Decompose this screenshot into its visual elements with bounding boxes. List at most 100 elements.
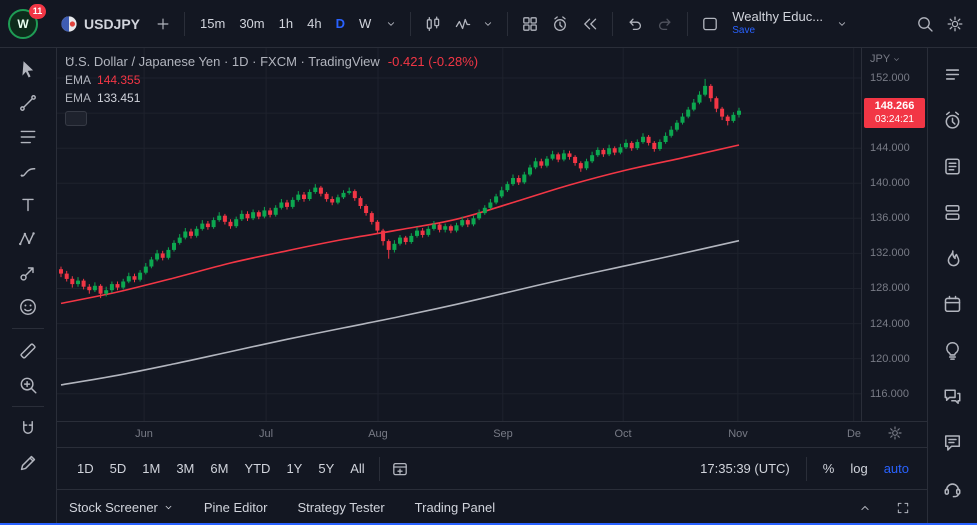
go-to-date-icon[interactable]: [386, 455, 414, 483]
news-panel-button[interactable]: [934, 148, 972, 184]
ruler-tool[interactable]: [8, 334, 48, 367]
edit-icon: [18, 453, 38, 473]
alerts-panel-button[interactable]: [934, 102, 972, 138]
range-1m[interactable]: 1M: [134, 456, 168, 481]
tab-strategy-tester[interactable]: Strategy Tester: [297, 494, 384, 521]
object-tree-panel-button[interactable]: [934, 194, 972, 230]
timeframe-15m[interactable]: 15m: [193, 11, 232, 36]
indicator-legend-ema1[interactable]: EMA 144.355: [65, 73, 478, 87]
symbol-search-button[interactable]: USDJPY: [52, 11, 148, 37]
log-scale-button[interactable]: log: [844, 457, 873, 480]
calendar-panel-button[interactable]: [934, 286, 972, 322]
emoji-tool[interactable]: [8, 290, 48, 323]
legend-collapse-button[interactable]: [65, 57, 87, 126]
price-tick-label: 136.000: [870, 212, 910, 224]
search-icon[interactable]: [911, 10, 939, 38]
tab-stock-screener[interactable]: Stock Screener: [69, 494, 174, 521]
ruler-icon: [18, 341, 38, 361]
toolbar-separator: [805, 456, 807, 481]
emoji-icon: [18, 297, 38, 317]
brush-tool[interactable]: [8, 154, 48, 187]
tab-trading-panel[interactable]: Trading Panel: [415, 494, 495, 521]
fib-retracement-tool[interactable]: [8, 120, 48, 153]
xabcd-pattern-icon: [18, 229, 38, 249]
chart-title[interactable]: U.S. Dollar / Japanese Yen · 1D · FXCM ·…: [65, 54, 380, 69]
price-axis-currency[interactable]: JPY: [870, 53, 901, 65]
forecast-tool[interactable]: [8, 256, 48, 289]
range-6m[interactable]: 6M: [202, 456, 236, 481]
top-toolbar: W 11 USDJPY 15m 30m 1h 4h D W Wealthy Educ...…: [0, 0, 977, 48]
percent-scale-button[interactable]: %: [817, 457, 841, 480]
tab-pine-editor[interactable]: Pine Editor: [204, 494, 268, 521]
range-1d[interactable]: 1D: [69, 456, 102, 481]
indicator-label: EMA: [65, 91, 92, 105]
fib-retracement-icon: [18, 127, 38, 147]
range-all[interactable]: All: [342, 456, 372, 481]
chats-panel-button[interactable]: [934, 378, 972, 414]
undo-icon[interactable]: [621, 10, 649, 38]
cursor-tool[interactable]: [8, 52, 48, 85]
support-panel-button[interactable]: [934, 470, 972, 506]
price-tick-label: 152.000: [870, 72, 910, 84]
bar-replay-icon[interactable]: [576, 10, 604, 38]
timeframe-30m[interactable]: 30m: [232, 11, 271, 36]
watchlist-panel-button[interactable]: [934, 56, 972, 92]
text-tool[interactable]: [8, 188, 48, 221]
forecast-icon: [18, 263, 38, 283]
layout-chevron-down-icon[interactable]: [831, 13, 853, 35]
timeframe-chevron-down-icon[interactable]: [380, 13, 402, 35]
price-tick-label: 120.000: [870, 353, 910, 365]
grid-layout-icon[interactable]: [516, 10, 544, 38]
layout-name-button[interactable]: Wealthy Educ... Save: [726, 8, 829, 38]
compare-add-icon[interactable]: [150, 11, 176, 37]
timeframe-w[interactable]: W: [352, 11, 378, 36]
hotlists-panel-button[interactable]: [934, 240, 972, 276]
chart-plot[interactable]: U.S. Dollar / Japanese Yen · 1D · FXCM ·…: [57, 48, 861, 421]
clock-utc-button[interactable]: 17:35:39 (UTC): [694, 457, 796, 480]
save-layout-icon[interactable]: [696, 10, 724, 38]
last-price-value: 148.266: [874, 100, 915, 112]
indicator-legend-ema2[interactable]: EMA 133.451: [65, 91, 478, 105]
save-link[interactable]: Save: [732, 25, 756, 37]
brush-icon: [18, 161, 38, 181]
currency-chevron-down-icon: [892, 55, 901, 64]
range-5d[interactable]: 5D: [102, 456, 135, 481]
zoom-tool[interactable]: [8, 368, 48, 401]
settings-gear-icon[interactable]: [941, 10, 969, 38]
range-toolbar: 1D 5D 1M 3M 6M YTD 1Y 5Y All 17:35:39 (UTC) % lo…: [57, 447, 927, 489]
tab-label: Trading Panel: [414, 500, 496, 515]
tab-label: Strategy Tester: [297, 500, 385, 515]
watchlist-icon: [942, 64, 963, 85]
indicators-chevron-down-icon[interactable]: [477, 13, 499, 35]
redo-icon[interactable]: [651, 10, 679, 38]
scales-settings-gear-icon[interactable]: [887, 425, 903, 441]
timeframe-4h[interactable]: 4h: [300, 11, 328, 36]
magnet-tool[interactable]: [8, 412, 48, 445]
timeframe-d[interactable]: D: [329, 11, 352, 36]
range-ytd[interactable]: YTD: [236, 456, 278, 481]
price-axis[interactable]: JPY 152.000148.000144.000140.000136.0001…: [861, 48, 927, 421]
timeframe-1h[interactable]: 1h: [272, 11, 300, 36]
comments-panel-button[interactable]: [934, 424, 972, 460]
time-axis[interactable]: Jun Jul Aug Sep Oct Nov De: [57, 421, 927, 447]
range-1y[interactable]: 1Y: [278, 456, 310, 481]
toolbar-divider: [12, 328, 44, 329]
toolbar-separator: [687, 11, 689, 36]
range-5y[interactable]: 5Y: [310, 456, 342, 481]
panel-chevron-up-icon[interactable]: [853, 496, 877, 520]
auto-scale-button[interactable]: auto: [878, 457, 915, 480]
xabcd-pattern-tool[interactable]: [8, 222, 48, 255]
bar-countdown: 03:24:21: [875, 113, 914, 125]
bottom-panel-tabs: Stock Screener Pine Editor Strategy Tester…: [0, 489, 977, 525]
trend-line-tool[interactable]: [8, 86, 48, 119]
edit-tool[interactable]: [8, 446, 48, 479]
indicators-icon[interactable]: [449, 10, 477, 38]
range-3m[interactable]: 3M: [168, 456, 202, 481]
account-menu-button[interactable]: W 11: [8, 3, 46, 41]
panel-expand-icon[interactable]: [891, 496, 915, 520]
ideas-panel-button[interactable]: [934, 332, 972, 368]
price-tick-label: 140.000: [870, 177, 910, 189]
chart-style-candles-icon[interactable]: [419, 10, 447, 38]
alert-icon[interactable]: [546, 10, 574, 38]
last-price-badge: 148.266 03:24:21: [864, 98, 925, 129]
